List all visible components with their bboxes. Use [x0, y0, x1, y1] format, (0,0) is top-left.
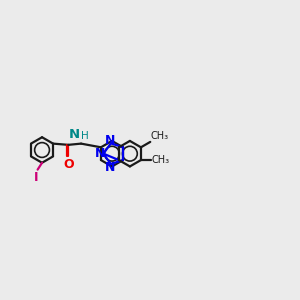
Text: N: N: [105, 134, 115, 147]
Text: H: H: [81, 131, 89, 141]
Text: CH₃: CH₃: [151, 131, 169, 141]
Text: I: I: [34, 171, 39, 184]
Text: CH₃: CH₃: [152, 155, 169, 165]
Text: O: O: [63, 158, 74, 171]
Text: N: N: [69, 128, 80, 141]
Text: N: N: [95, 147, 105, 160]
Text: N: N: [105, 160, 115, 173]
